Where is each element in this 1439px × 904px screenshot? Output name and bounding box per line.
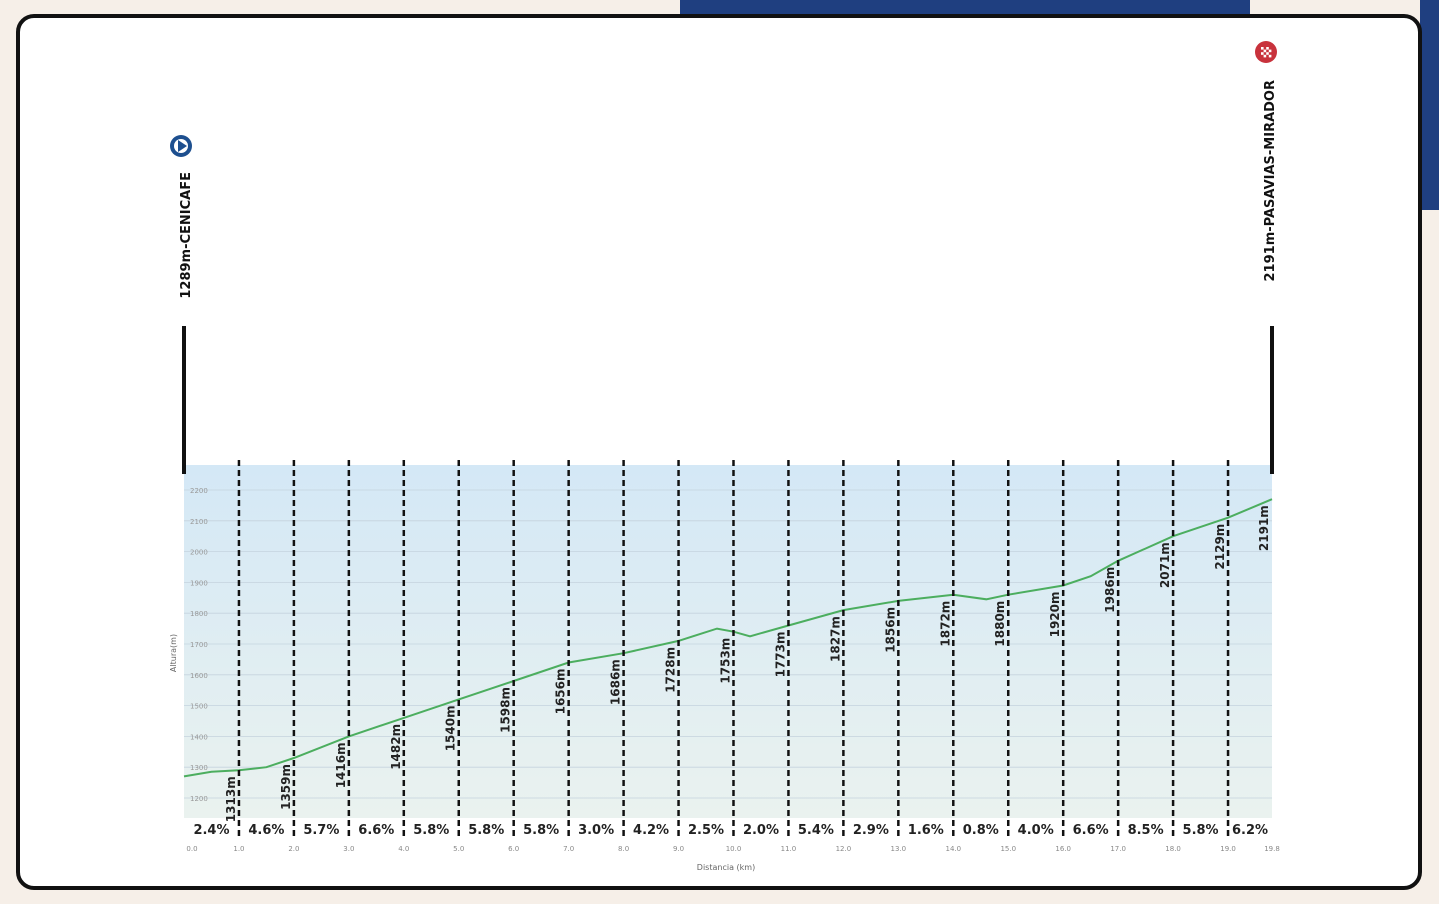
plot-background <box>184 465 1272 818</box>
gradient-label: 1.6% <box>908 823 944 838</box>
altitude-label: 1880m <box>993 601 1007 647</box>
y-tick-label: 1300 <box>190 764 208 772</box>
x-tick-label: 8.0 <box>618 845 629 853</box>
x-tick-label: 12.0 <box>836 845 852 853</box>
altitude-label: 1416m <box>334 742 348 788</box>
altitude-label: 1598m <box>499 687 513 733</box>
gradient-label: 2.5% <box>688 823 724 838</box>
altitude-label: 1856m <box>883 607 897 653</box>
altitude-label: 1827m <box>828 616 842 662</box>
x-tick-label: 14.0 <box>945 845 961 853</box>
x-tick-label: 2.0 <box>288 845 299 853</box>
x-axis-label: Distancia (km) <box>697 863 755 872</box>
x-tick-label: 18.0 <box>1165 845 1181 853</box>
gradient-label: 2.0% <box>743 823 779 838</box>
altitude-label: 1986m <box>1103 567 1117 613</box>
y-tick-label: 1200 <box>190 795 208 803</box>
y-tick-label: 2100 <box>190 518 208 526</box>
finish-label: 2191m-PASAVIAS-MIRADOR <box>1263 80 1278 281</box>
checker-square <box>1263 54 1267 58</box>
altitude-label: 1313m <box>224 776 238 822</box>
y-tick-label: 1400 <box>190 733 208 741</box>
gradient-label: 5.8% <box>523 823 559 838</box>
checker-square <box>1268 49 1272 53</box>
gradient-label: 6.6% <box>358 823 394 838</box>
altitude-label: 1753m <box>719 638 733 684</box>
checker-square <box>1268 54 1272 58</box>
x-tick-label: 3.0 <box>343 845 354 853</box>
gradient-label: 5.8% <box>468 823 504 838</box>
x-tick-label: 19.0 <box>1220 845 1236 853</box>
x-tick-label: 4.0 <box>398 845 409 853</box>
checker-square <box>1261 47 1264 50</box>
gradient-label: 4.6% <box>248 823 284 838</box>
y-tick-label: 1800 <box>190 610 208 618</box>
x-tick-label: 1.0 <box>233 845 244 853</box>
y-tick-label: 2000 <box>190 549 208 557</box>
altitude-label: 1686m <box>609 659 623 705</box>
play-icon <box>170 135 192 157</box>
x-tick-label: 9.0 <box>673 845 684 853</box>
x-tick-label: 0.0 <box>186 845 197 853</box>
gradient-label: 2.9% <box>853 823 889 838</box>
gradient-label: 3.0% <box>578 823 614 838</box>
checker-square <box>1261 52 1264 55</box>
y-tick-label: 1900 <box>190 579 208 587</box>
x-tick-label: 15.0 <box>1000 845 1016 853</box>
gradient-label: 0.8% <box>963 823 999 838</box>
y-tick-label: 1500 <box>190 703 208 711</box>
checker-square <box>1266 52 1269 55</box>
checker-square <box>1266 47 1269 50</box>
gradient-label: 4.0% <box>1018 823 1054 838</box>
gradient-label: 6.2% <box>1232 823 1268 838</box>
background-banner-right <box>1420 0 1439 210</box>
gradient-label: 5.7% <box>303 823 339 838</box>
gradient-label: 6.6% <box>1073 823 1109 838</box>
x-tick-label: 17.0 <box>1110 845 1126 853</box>
altitude-label: 2071m <box>1158 542 1172 588</box>
altitude-label: 2191m <box>1257 505 1271 551</box>
x-tick-label: 16.0 <box>1055 845 1071 853</box>
checkered-flag-icon <box>1255 41 1277 63</box>
checker-square <box>1263 49 1267 53</box>
play-icon-triangle <box>178 140 187 152</box>
y-tick-label: 1700 <box>190 641 208 649</box>
start-label: 1289m-CENICAFE <box>179 172 194 299</box>
y-tick-label: 1600 <box>190 672 208 680</box>
x-tick-label: 19.8 <box>1264 845 1280 853</box>
gradient-label: 5.8% <box>413 823 449 838</box>
x-tick-label: 10.0 <box>726 845 742 853</box>
altitude-label: 1540m <box>444 705 458 751</box>
altitude-label: 1728m <box>664 647 678 693</box>
gradient-label: 2.4% <box>193 823 229 838</box>
gradient-label: 8.5% <box>1128 823 1164 838</box>
x-tick-label: 7.0 <box>563 845 574 853</box>
altitude-label: 2129m <box>1213 524 1227 570</box>
gradient-label: 5.4% <box>798 823 834 838</box>
altitude-label: 1773m <box>773 632 787 678</box>
gradient-label: 5.8% <box>1183 823 1219 838</box>
y-tick-label: 2200 <box>190 487 208 495</box>
x-tick-label: 6.0 <box>508 845 519 853</box>
altitude-label: 1482m <box>389 724 403 770</box>
altitude-label: 1656m <box>554 669 568 715</box>
gradient-label: 4.2% <box>633 823 669 838</box>
x-tick-label: 5.0 <box>453 845 464 853</box>
altitude-label: 1359m <box>279 764 293 810</box>
y-axis-label: Altura(m) <box>169 634 178 672</box>
x-tick-label: 11.0 <box>781 845 797 853</box>
altitude-label: 1872m <box>938 601 952 647</box>
background-banner <box>680 0 1250 14</box>
x-tick-label: 13.0 <box>891 845 907 853</box>
altitude-label: 1920m <box>1048 592 1062 638</box>
